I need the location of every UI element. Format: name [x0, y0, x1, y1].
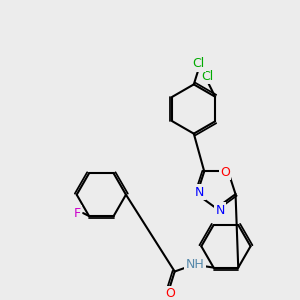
Text: O: O	[220, 166, 230, 179]
Text: NH: NH	[186, 258, 205, 271]
Text: O: O	[165, 287, 175, 300]
Text: F: F	[74, 207, 81, 220]
Text: Cl: Cl	[193, 58, 205, 70]
Text: N: N	[215, 204, 225, 217]
Text: Cl: Cl	[201, 70, 214, 83]
Text: N: N	[195, 186, 205, 199]
